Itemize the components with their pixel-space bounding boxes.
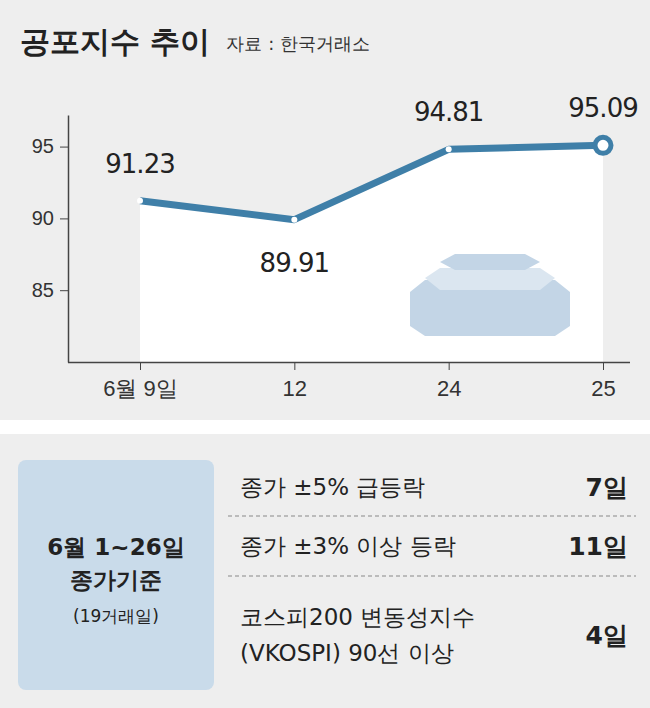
source: 자료 : 한국거래소	[226, 33, 370, 54]
podium-mid	[425, 268, 555, 290]
data-label: 95.09	[568, 93, 637, 123]
table-head-text: (19거래일)	[73, 606, 159, 626]
row-separator	[228, 516, 636, 517]
chart-panel	[0, 0, 650, 420]
x-tick-label: 12	[283, 376, 307, 401]
plot-marks	[137, 137, 611, 362]
x-tick-mark	[449, 362, 450, 370]
y-axis-line	[68, 116, 70, 363]
x-axis-line	[68, 362, 630, 364]
x-axis: 6월 9일 12 24 25	[68, 362, 630, 401]
y-axis: 85 90 95	[32, 116, 69, 363]
table-panel	[0, 434, 650, 708]
x-tick-mark	[140, 362, 141, 370]
x-tick-label: 25	[591, 376, 615, 401]
point	[446, 146, 452, 152]
x-tick: 25	[591, 362, 615, 401]
y-tick-mark	[60, 290, 68, 291]
row-label: 코스피200 변동성지수	[240, 604, 475, 630]
table-head-text: 종가기준	[70, 567, 162, 593]
x-tick-mark	[294, 362, 295, 370]
row-label: 종가 ±5% 급등락	[240, 474, 425, 500]
y-tick-mark	[60, 218, 68, 219]
y-tick-mark	[60, 147, 68, 148]
y-tick-label: 90	[32, 207, 54, 229]
infographic: 공포지수 추이 자료 : 한국거래소 85 90 95 6월 9일 12 24 25 91.23 8…	[0, 0, 650, 708]
area-fill	[140, 145, 603, 362]
point	[291, 217, 297, 223]
point	[137, 198, 143, 204]
x-tick-label: 6월 9일	[103, 376, 178, 401]
y-tick: 95	[32, 135, 68, 157]
row-value: 4일	[586, 621, 628, 650]
x-tick-label: 24	[437, 376, 461, 401]
y-tick-label: 95	[32, 135, 54, 157]
y-tick: 90	[32, 207, 68, 229]
y-tick: 85	[32, 279, 68, 301]
line	[140, 145, 603, 219]
row-separator	[228, 576, 636, 577]
row-label: 종가 ±3% 이상 등락	[240, 533, 456, 559]
y-tick-label: 85	[32, 279, 54, 301]
x-tick: 24	[437, 362, 461, 401]
data-labels: 91.23 89.91 94.81 95.09	[105, 93, 637, 277]
x-tick: 12	[283, 362, 307, 401]
data-label: 94.81	[414, 97, 483, 127]
decoration	[410, 254, 570, 336]
row-label: (VKOSPI) 90선 이상	[240, 640, 454, 666]
point	[595, 137, 611, 153]
title: 공포지수 추이	[20, 24, 210, 59]
x-tick-mark	[603, 362, 604, 370]
podium-top	[440, 254, 540, 270]
row-value: 7일	[586, 473, 628, 502]
table-head-box	[18, 460, 214, 690]
x-tick: 6월 9일	[103, 362, 178, 401]
row-value: 11일	[568, 532, 628, 561]
table-head-text: 6월 1~26일	[47, 534, 184, 560]
data-label: 91.23	[105, 149, 174, 179]
data-label: 89.91	[260, 248, 329, 278]
